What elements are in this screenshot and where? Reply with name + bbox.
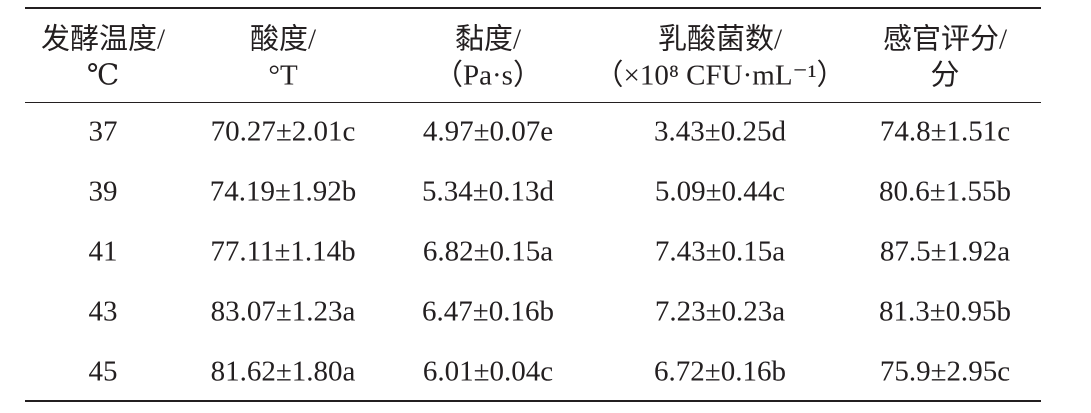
- header-rule: [25, 102, 1041, 103]
- top-rule: [25, 7, 1041, 9]
- header-cell: ℃: [86, 59, 120, 92]
- table-cell: 5.34±0.13d: [422, 175, 554, 208]
- header-cell: 乳酸菌数/: [657, 23, 783, 56]
- table-cell: 81.62±1.80a: [210, 355, 356, 388]
- header-cell: 分: [930, 59, 960, 92]
- table-cell: 45: [88, 355, 118, 388]
- table-cell: 7.43±0.15a: [654, 235, 786, 268]
- table-cell: 70.27±2.01c: [210, 115, 356, 148]
- header-cell: 发酵温度/: [40, 23, 166, 56]
- table-cell: 74.19±1.92b: [209, 175, 357, 208]
- table-cell: 37: [88, 115, 118, 148]
- table-cell: 6.47±0.16b: [422, 295, 554, 328]
- table-cell: 77.11±1.14b: [210, 235, 356, 268]
- header-cell: 感官评分/: [882, 23, 1008, 56]
- table-cell: 5.09±0.44c: [654, 175, 786, 208]
- header-cell: （Pa·s）: [434, 59, 542, 92]
- header-cell: 酸度/: [249, 23, 317, 56]
- table-cell: 43: [88, 295, 118, 328]
- header-cell: （×10⁸ CFU·mL⁻¹）: [594, 59, 846, 92]
- table-cell: 6.82±0.15a: [422, 235, 554, 268]
- table-cell: 6.72±0.16b: [654, 355, 786, 388]
- bottom-rule: [25, 400, 1041, 402]
- table-cell: 4.97±0.07e: [422, 115, 554, 148]
- table-cell: 3.43±0.25d: [654, 115, 786, 148]
- table-cell: 81.3±0.95b: [879, 295, 1011, 328]
- table-cell: 80.6±1.55b: [879, 175, 1011, 208]
- table-cell: 7.23±0.23a: [654, 295, 786, 328]
- table-cell: 74.8±1.51c: [879, 115, 1011, 148]
- table-cell: 41: [88, 235, 118, 268]
- header-cell: °T: [268, 59, 298, 92]
- header-cell: 黏度/: [454, 23, 522, 56]
- table-cell: 75.9±2.95c: [879, 355, 1011, 388]
- table-cell: 83.07±1.23a: [210, 295, 356, 328]
- table-cell: 6.01±0.04c: [422, 355, 554, 388]
- table-cell: 87.5±1.92a: [879, 235, 1011, 268]
- table-cell: 39: [88, 175, 118, 208]
